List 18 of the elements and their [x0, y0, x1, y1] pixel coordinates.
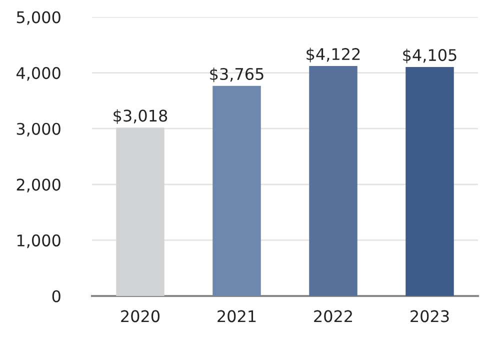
- y-tick-label: 0: [52, 290, 60, 302]
- bar: [309, 66, 358, 296]
- y-tick-label: 1,000: [17, 234, 60, 248]
- x-tick-label: 2022: [314, 310, 352, 322]
- bar: [406, 66, 454, 296]
- y-tick-label: 4,000: [16, 67, 60, 81]
- x-tick-label: 2021: [218, 310, 256, 322]
- x-tick-label: 2020: [121, 310, 160, 322]
- y-tick-label: 2,000: [16, 178, 60, 192]
- data-label: $3,765: [210, 68, 264, 82]
- y-tick-label: 3,000: [16, 122, 60, 137]
- data-label: $3,018: [114, 109, 168, 124]
- data-label: $4,122: [306, 48, 360, 62]
- y-tick-label: 5,000: [16, 11, 60, 25]
- data-label: $4,105: [403, 48, 456, 64]
- x-tick-label: 2023: [410, 310, 449, 322]
- bar: [212, 86, 261, 296]
- bar: [116, 128, 164, 296]
